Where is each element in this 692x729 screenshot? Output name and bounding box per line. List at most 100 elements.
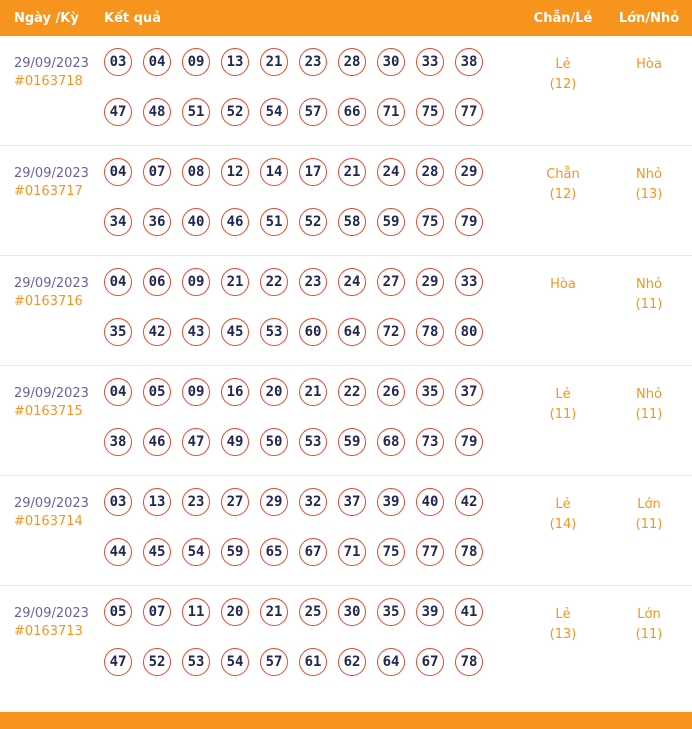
- bigsmall-count: (11): [635, 517, 663, 532]
- draw-period: #0163717: [14, 184, 83, 199]
- evenodd-value: Lẻ: [555, 57, 571, 72]
- lottery-number-ball: 47: [104, 648, 132, 676]
- lottery-number-ball: 54: [182, 538, 210, 566]
- draw-period: #0163715: [14, 404, 83, 419]
- numbers-cell: 04 05 09 16 20 21 22 26 35 37 38 46 47 49 50 53 59 68 73 7…: [104, 378, 520, 456]
- lottery-number-ball: 57: [299, 98, 327, 126]
- numbers-line-2: 44 45 54 59 65 67 71 75 77 78: [104, 538, 520, 566]
- numbers-line-1: 03 13 23 27 29 32 37 39 40 42: [104, 488, 520, 516]
- lottery-number-ball: 68: [377, 428, 405, 456]
- lottery-number-ball: 20: [221, 598, 249, 626]
- lottery-number-ball: 51: [260, 208, 288, 236]
- lottery-number-ball: 22: [338, 378, 366, 406]
- evenodd-count: (12): [549, 187, 577, 202]
- lottery-number-ball: 21: [299, 378, 327, 406]
- lottery-number-ball: 72: [377, 318, 405, 346]
- date-period-cell: 29/09/2023 #0163716: [0, 268, 104, 346]
- numbers-line-1: 03 04 09 13 21 23 28 30 33 38: [104, 48, 520, 76]
- lottery-number-ball: 62: [338, 648, 366, 676]
- lottery-number-ball: 23: [299, 268, 327, 296]
- result-row: 29/09/2023 #0163715 04 05 09 16 20 21 22 26 35 37…: [0, 366, 692, 476]
- numbers-line-2: 47 48 51 52 54 57 66 71 75 77: [104, 98, 520, 126]
- draw-date: 29/09/2023: [14, 56, 89, 71]
- lottery-number-ball: 50: [260, 428, 288, 456]
- bigsmall-cell: Nhỏ (13): [606, 158, 692, 236]
- lottery-number-ball: 79: [455, 208, 483, 236]
- evenodd-cell: Chẵn (12): [520, 158, 606, 236]
- lottery-number-ball: 35: [104, 318, 132, 346]
- numbers-line-2: 34 36 40 46 51 52 58 59 75 79: [104, 208, 520, 236]
- draw-period: #0163713: [14, 624, 83, 639]
- lottery-number-ball: 16: [221, 378, 249, 406]
- lottery-number-ball: 40: [416, 488, 444, 516]
- numbers-line-2: 47 52 53 54 57 61 62 64 67 78: [104, 648, 520, 676]
- lottery-number-ball: 33: [416, 48, 444, 76]
- lottery-number-ball: 04: [104, 268, 132, 296]
- lottery-number-ball: 78: [455, 648, 483, 676]
- lottery-number-ball: 26: [377, 378, 405, 406]
- lottery-number-ball: 47: [104, 98, 132, 126]
- numbers-line-1: 05 07 11 20 21 25 30 35 39 41: [104, 598, 520, 626]
- numbers-line-1: 04 07 08 12 14 17 21 24 28 29: [104, 158, 520, 186]
- lottery-number-ball: 75: [377, 538, 405, 566]
- lottery-number-ball: 54: [221, 648, 249, 676]
- lottery-number-ball: 27: [221, 488, 249, 516]
- lottery-number-ball: 07: [143, 158, 171, 186]
- result-row: 29/09/2023 #0163713 05 07 11 20 21 25 30 35 39 41…: [0, 586, 692, 695]
- evenodd-cell: Hòa: [520, 268, 606, 346]
- lottery-number-ball: 20: [260, 378, 288, 406]
- lottery-number-ball: 21: [260, 598, 288, 626]
- lottery-number-ball: 36: [143, 208, 171, 236]
- lottery-number-ball: 38: [455, 48, 483, 76]
- lottery-number-ball: 47: [182, 428, 210, 456]
- lottery-number-ball: 17: [299, 158, 327, 186]
- evenodd-count: (12): [549, 77, 577, 92]
- lottery-number-ball: 45: [221, 318, 249, 346]
- lottery-number-ball: 41: [455, 598, 483, 626]
- evenodd-value: Lẻ: [555, 607, 571, 622]
- lottery-number-ball: 21: [338, 158, 366, 186]
- evenodd-count: (11): [549, 407, 577, 422]
- lottery-number-ball: 21: [221, 268, 249, 296]
- bigsmall-cell: Nhỏ (11): [606, 378, 692, 456]
- lottery-number-ball: 05: [143, 378, 171, 406]
- lottery-number-ball: 37: [455, 378, 483, 406]
- lottery-number-ball: 77: [455, 98, 483, 126]
- lottery-number-ball: 60: [299, 318, 327, 346]
- lottery-number-ball: 30: [338, 598, 366, 626]
- lottery-number-ball: 48: [143, 98, 171, 126]
- lottery-number-ball: 59: [221, 538, 249, 566]
- lottery-number-ball: 29: [260, 488, 288, 516]
- lottery-number-ball: 37: [338, 488, 366, 516]
- lottery-number-ball: 32: [299, 488, 327, 516]
- evenodd-value: Chẵn: [546, 167, 580, 182]
- lottery-number-ball: 05: [104, 598, 132, 626]
- lottery-number-ball: 21: [260, 48, 288, 76]
- header-col-date: Ngày /Kỳ: [14, 10, 79, 26]
- lottery-number-ball: 35: [377, 598, 405, 626]
- date-period-cell: 29/09/2023 #0163713: [0, 598, 104, 676]
- lottery-number-ball: 67: [299, 538, 327, 566]
- lottery-number-ball: 28: [416, 158, 444, 186]
- lottery-number-ball: 03: [104, 48, 132, 76]
- lottery-number-ball: 78: [416, 318, 444, 346]
- date-period-cell: 29/09/2023 #0163714: [0, 488, 104, 566]
- lottery-number-ball: 75: [416, 208, 444, 236]
- numbers-cell: 03 04 09 13 21 23 28 30 33 38 47 48 51 52 54 57 66 71 75 7…: [104, 48, 520, 126]
- evenodd-value: Hòa: [550, 277, 576, 292]
- footer-bar: [0, 712, 692, 729]
- evenodd-count: (14): [549, 517, 577, 532]
- lottery-number-ball: 52: [299, 208, 327, 236]
- lottery-number-ball: 66: [338, 98, 366, 126]
- lottery-number-ball: 03: [104, 488, 132, 516]
- bigsmall-cell: Nhỏ (11): [606, 268, 692, 346]
- date-period-cell: 29/09/2023 #0163715: [0, 378, 104, 456]
- numbers-cell: 04 07 08 12 14 17 21 24 28 29 34 36 40 46 51 52 58 59 75 7…: [104, 158, 520, 236]
- lottery-number-ball: 42: [455, 488, 483, 516]
- result-row: 29/09/2023 #0163714 03 13 23 27 29 32 37 39 40 42…: [0, 476, 692, 586]
- bigsmall-value: Lớn: [637, 497, 661, 512]
- lottery-number-ball: 42: [143, 318, 171, 346]
- draw-period: #0163718: [14, 74, 83, 89]
- lottery-number-ball: 51: [182, 98, 210, 126]
- lottery-number-ball: 64: [377, 648, 405, 676]
